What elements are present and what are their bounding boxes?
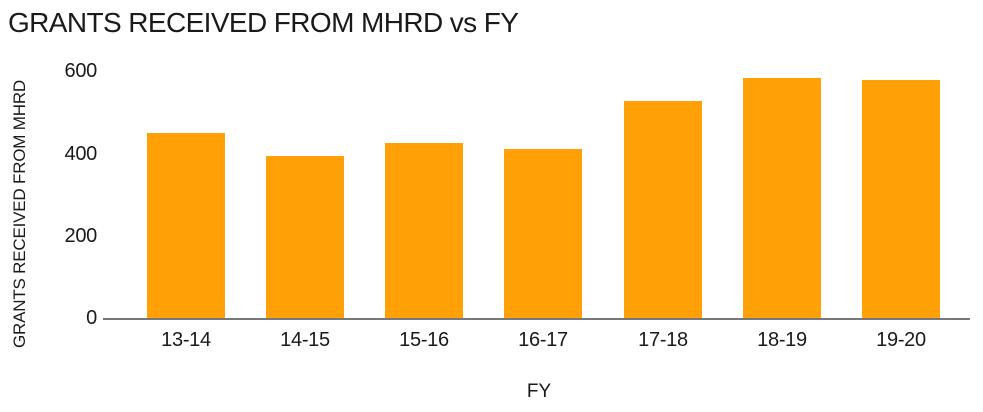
plot-area [108,60,970,318]
x-tick-label: 19-20 [876,329,926,351]
x-axis-line [103,318,970,320]
x-tick-label: 17-18 [638,329,688,351]
bar [266,156,344,318]
x-axis-title: FY [526,381,552,402]
bar [504,149,582,318]
y-tick-label: 600 [64,60,98,83]
y-axis-ticks: 0 200 400 600 [0,0,100,412]
y-tick-label: 0 [86,307,97,329]
x-tick-label: 13-14 [161,329,211,351]
x-axis-labels: 13-14 14-15 15-16 16-17 17-18 18-19 19-20 [0,328,983,354]
bar [862,80,940,318]
x-tick-label: 16-17 [518,329,568,351]
y-tick-label: 400 [64,142,98,165]
y-tick-label: 200 [64,224,98,247]
chart-title: GRANTS RECEIVED FROM MHRD vs FY [8,7,519,38]
x-tick-label: 18-19 [757,329,807,351]
bar [624,101,702,318]
x-tick-label: 15-16 [399,329,449,351]
bar [743,78,821,318]
x-tick-label: 14-15 [280,329,330,351]
bar [385,143,463,318]
bar [147,133,225,318]
